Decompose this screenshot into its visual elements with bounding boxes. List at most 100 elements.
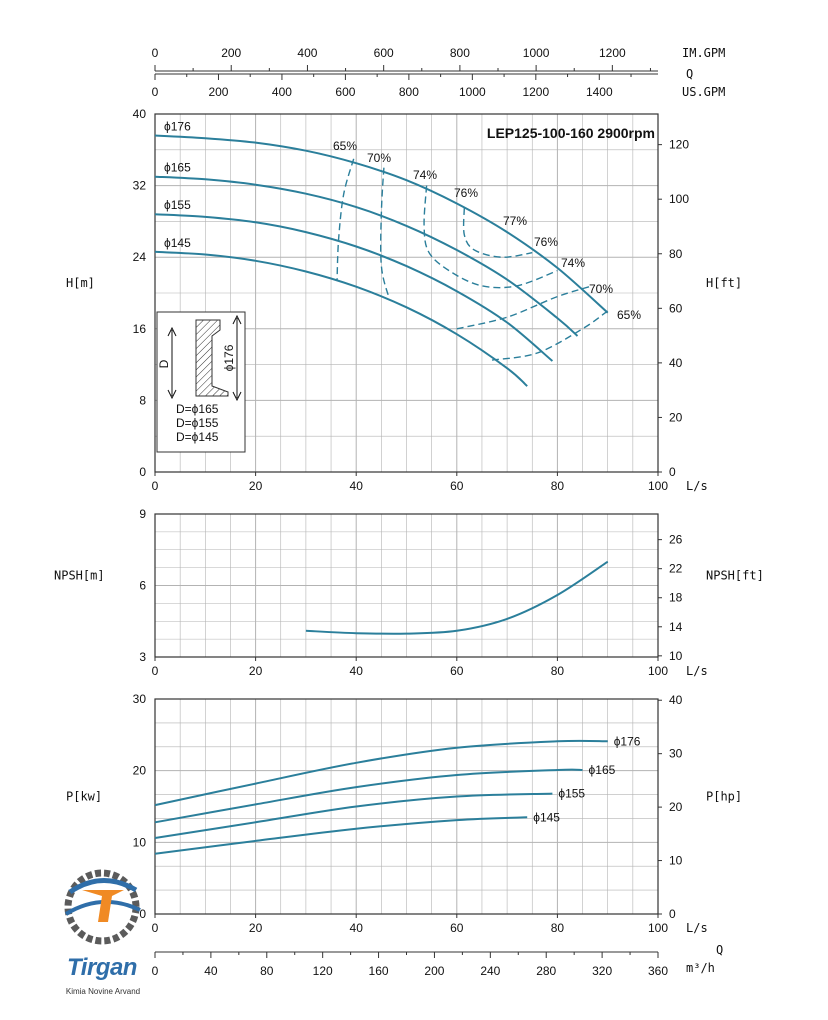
series-label: ϕ145 [164,236,191,250]
x-tick-label: 100 [648,921,668,935]
dim-arrows-outer [232,314,242,402]
y-axis-label: NPSH[m] [54,569,105,583]
inset-d-label: D [157,359,171,368]
y-tick-label: 30 [133,692,147,706]
series-line [154,739,608,807]
y-tick-label: 16 [133,322,147,336]
efficiency-label: 70% [589,282,613,296]
series-label: ϕ145 [533,810,560,824]
y-right-tick-label: 22 [669,562,683,576]
x-tick-label: 40 [350,479,364,493]
top-axis-tick-label: 600 [374,46,394,60]
series-line [154,768,583,824]
bottom-axis-unit: m³/h [686,961,715,975]
x-tick-label: 0 [152,921,159,935]
top-axis-q-label: Q [686,67,693,81]
series-line [154,792,553,839]
efficiency-label: 76% [534,235,558,249]
x-tick-label: 0 [152,479,159,493]
x-tick-label: 40 [350,921,364,935]
x-axis-label: L/s [686,479,708,493]
inset-diameter-line: D=ϕ165 [176,402,219,416]
x-axis-label: L/s [686,921,708,935]
series-line [154,816,528,855]
logo-wordmark: Tirgan [67,954,137,981]
tirgan-logo-icon [64,869,141,945]
series-label: ϕ155 [164,198,191,212]
series-line [154,134,609,314]
x-tick-label: 80 [551,921,565,935]
y-right-tick-label: 100 [669,192,689,206]
x-tick-label: 80 [551,664,565,678]
dim-arrows-d [167,326,177,400]
x-axis-label: L/s [686,664,708,678]
y-right-tick-label: 26 [669,533,683,547]
y-tick-label: 0 [139,465,146,479]
series-label: ϕ165 [589,763,616,777]
x-tick-label: 20 [249,921,263,935]
head-panel: 0 20 40 60 80 100 L/s 0 8 16 24 32 40 H[m] 0 20 40 60 80 10… [66,46,742,493]
y-tick-label: 20 [133,764,147,778]
plot-frame [154,513,659,658]
y-right-tick-label: 20 [669,410,683,424]
y-right-axis-label: P[hp] [706,790,742,804]
series-line [154,213,554,362]
y-right-tick-label: 120 [669,138,689,152]
x-tick-label: 60 [450,479,464,493]
bottom-axis-tick-label: 40 [204,964,218,978]
top-axis-tick-label: 1200 [522,85,549,99]
x-tick-label: 80 [551,479,565,493]
top-axis-tick-label: 200 [221,46,241,60]
bottom-axis-tick-label: 280 [536,964,556,978]
efficiency-contour [462,207,533,258]
x-tick-label: 0 [152,664,159,678]
top-axis-unit: IM.GPM [682,46,725,60]
y-tick-label: 8 [139,393,146,407]
series-label: ϕ176 [614,734,641,748]
bottom-axis-tick-label: 320 [592,964,612,978]
inset-diameter-line: D=ϕ145 [176,430,219,444]
y-right-tick-label: 14 [669,620,683,634]
series-label: ϕ165 [164,161,191,175]
y-right-tick-label: 20 [669,800,683,814]
y-right-tick-label: 18 [669,591,683,605]
efficiency-contour [379,167,390,298]
y-right-tick-label: 80 [669,247,683,261]
y-tick-label: 24 [133,250,147,264]
top-axis-tick-label: 400 [297,46,317,60]
top-axis-tick-label: 400 [272,85,292,99]
y-right-tick-label: 60 [669,301,683,315]
bottom-axis-tick-label: 80 [260,964,274,978]
top-axis-tick-label: 1400 [586,85,613,99]
efficiency-label: 70% [367,151,391,165]
y-tick-label: 10 [133,835,147,849]
efficiency-contour [336,158,355,280]
y-tick-label: 40 [133,107,147,121]
x-tick-label: 20 [249,664,263,678]
inset-diameter-label: ϕ176 [222,344,236,371]
x-tick-label: 100 [648,664,668,678]
series-label: ϕ176 [164,119,191,133]
bottom-axis-tick-label: 160 [369,964,389,978]
x-tick-label: 60 [450,921,464,935]
y-axis-label: P[kw] [66,790,102,804]
impeller-section-icon [195,319,229,397]
y-axis-label: H[m] [66,276,95,290]
y-tick-label: 0 [139,907,146,921]
x-tick-label: 100 [648,479,668,493]
y-right-tick-label: 10 [669,854,683,868]
y-right-axis-label: NPSH[ft] [706,569,764,583]
x-tick-label: 60 [450,664,464,678]
y-tick-label: 9 [139,507,146,521]
top-axis-tick-label: 0 [152,85,159,99]
x-tick-label: 20 [249,479,263,493]
power-panel: 0 20 40 60 80 100 L/s 0 10 20 30 P[kw] 0 10 20 30 40 P[hp… [66,692,742,978]
efficiency-contour [491,310,609,361]
y-right-tick-label: 40 [669,356,683,370]
plot-frame [154,698,659,915]
top-axis-tick-label: 1000 [459,85,486,99]
chart-title: LEP125-100-160 2900rpm [487,125,655,141]
y-right-tick-label: 10 [669,649,683,663]
